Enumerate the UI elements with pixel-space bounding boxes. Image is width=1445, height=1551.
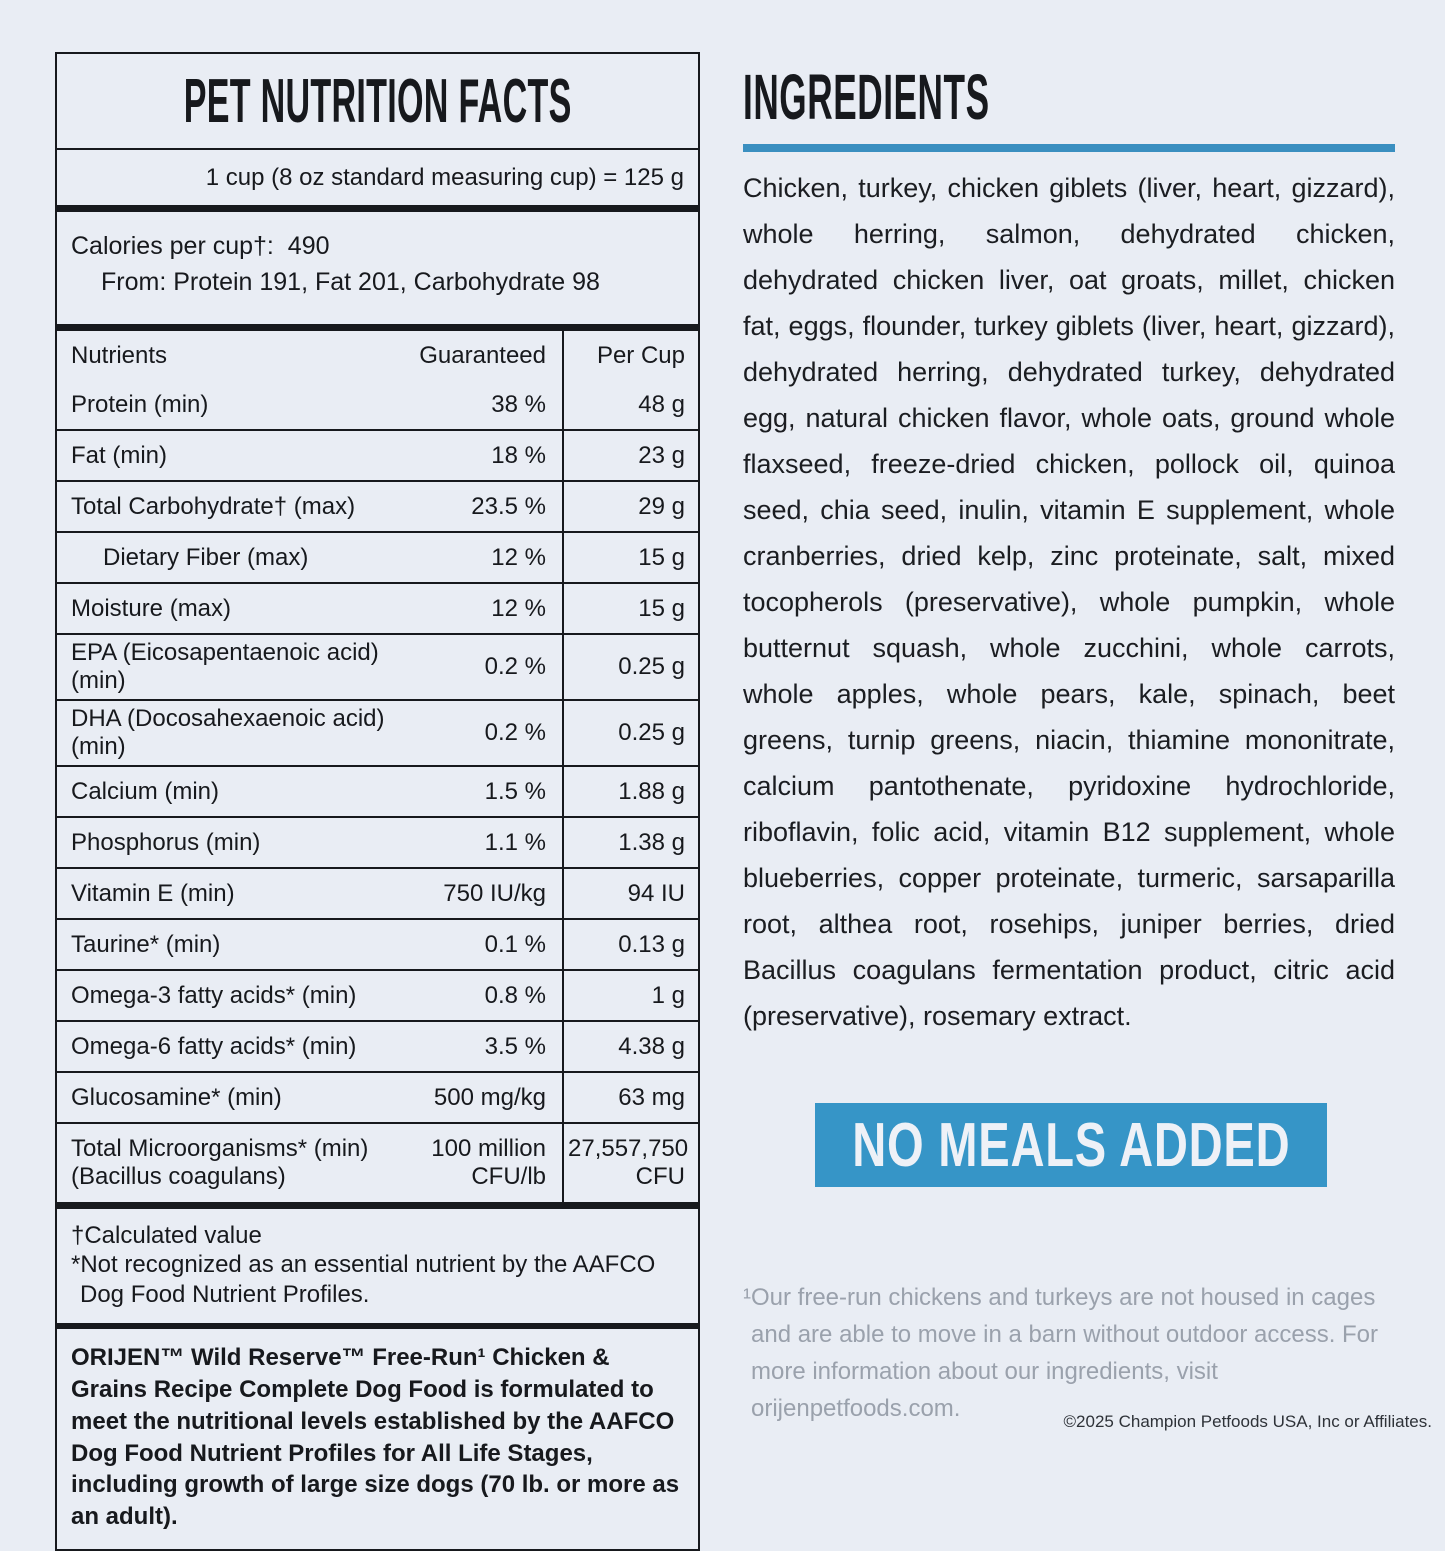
nutrient-guaranteed-value: 23.5 %	[471, 492, 546, 520]
nutrients-table: Nutrients Guaranteed Per Cup Protein (mi…	[57, 331, 698, 1209]
nutrient-per-cup-value: 15 g	[562, 533, 698, 582]
calories-line: Calories per cup†: 490	[71, 229, 684, 265]
nutrient-label: Total Microorganisms* (min) (Bacillus coa…	[57, 1131, 392, 1195]
nutrient-per-cup-value: 29 g	[562, 482, 698, 531]
nutrient-label: Glucosamine* (min)	[71, 1083, 282, 1111]
nutrient-guaranteed-value: 18 %	[491, 441, 546, 469]
calories-label: Calories per cup†:	[71, 232, 274, 260]
nutrient-guaranteed-value: 1.1 %	[484, 828, 546, 856]
nutrient-per-cup-value: 1.38 g	[562, 818, 698, 867]
header-per-cup: Per Cup	[562, 331, 698, 380]
table-row: Fat (min) 18 % 23 g	[57, 429, 698, 480]
table-row: Vitamin E (min) 750 IU/kg 94 IU	[57, 867, 698, 918]
nutrient-label: Phosphorus (min)	[71, 828, 261, 856]
header-nutrients: Nutrients	[71, 341, 168, 369]
nutrient-per-cup-value: 48 g	[562, 380, 698, 429]
nutrient-guaranteed-value: 0.2 %	[484, 719, 546, 746]
nutrient-label: DHA (Docosahexaenoic acid) (min)	[71, 705, 385, 760]
nutrient-guaranteed-value: 3.5 %	[484, 1032, 546, 1060]
table-row: Moisture (max) 12 % 15 g	[57, 582, 698, 633]
table-row: Total Carbohydrate† (max) 23.5 % 29 g	[57, 480, 698, 531]
pet-nutrition-facts-panel: PET NUTRITION FACTS 1 cup (8 oz standard…	[55, 52, 700, 1551]
nutrient-label: Protein (min)	[71, 390, 209, 418]
panel-title-section: PET NUTRITION FACTS	[57, 54, 698, 150]
nutrient-per-cup-value: 15 g	[562, 584, 698, 633]
nutrient-per-cup-value: 27,557,750 CFU	[562, 1124, 698, 1202]
nutrient-per-cup-value: 23 g	[562, 431, 698, 480]
ingredients-divider-rule	[743, 144, 1395, 152]
table-row: Phosphorus (min) 1.1 % 1.38 g	[57, 816, 698, 867]
nutrient-guaranteed-value: 0.2 %	[484, 653, 546, 680]
nutrient-label: Omega-6 fatty acids* (min)	[71, 1032, 357, 1060]
nutrient-per-cup-value: 0.25 g	[562, 635, 698, 699]
no-meals-added-label: NO MEALS ADDED	[851, 1110, 1291, 1180]
nutrient-guaranteed-value: 12 %	[491, 594, 546, 622]
nutrient-per-cup-value: 1.88 g	[562, 767, 698, 816]
nutrient-label: Dietary Fiber (max)	[103, 543, 309, 571]
table-row: Dietary Fiber (max) 12 % 15 g	[57, 531, 698, 582]
nutrient-label: Moisture (max)	[71, 594, 232, 622]
table-row: DHA (Docosahexaenoic acid) (min) 0.2 % 0…	[57, 699, 698, 765]
footnotes-section: †Calculated value *Not recognized as an …	[57, 1209, 698, 1329]
footnote-aafco-nutrient: *Not recognized as an essential nutrient…	[71, 1251, 656, 1308]
free-run-footnote: ¹Our free-run chickens and turkeys are n…	[743, 1284, 1379, 1422]
nutrient-guaranteed-value: 12 %	[491, 543, 546, 571]
table-row: Total Microorganisms* (min) (Bacillus coa…	[57, 1122, 698, 1202]
nutrient-label: Fat (min)	[71, 441, 167, 469]
copyright-line: ©2025 Champion Petfoods USA, Inc or Affi…	[1063, 1412, 1432, 1431]
table-row: EPA (Eicosapentaenoic acid) (min) 0.2 % …	[57, 633, 698, 699]
table-row: Protein (min) 38 % 48 g	[57, 380, 698, 429]
nutrients-header-row: Nutrients Guaranteed Per Cup	[57, 331, 698, 380]
table-row: Calcium (min) 1.5 % 1.88 g	[57, 765, 698, 816]
table-row: Taurine* (min) 0.1 % 0.13 g	[57, 918, 698, 969]
nutrient-per-cup-value: 0.25 g	[562, 701, 698, 765]
nutrient-per-cup-value: 1 g	[562, 971, 698, 1020]
serving-size-line: 1 cup (8 oz standard measuring cup) = 12…	[57, 150, 698, 212]
nutrient-guaranteed-value: 1.5 %	[484, 777, 546, 805]
nutrient-per-cup-value: 4.38 g	[562, 1022, 698, 1071]
nutrient-guaranteed-value: 0.1 %	[484, 930, 546, 958]
nutrient-label: Taurine* (min)	[71, 930, 221, 958]
nutrient-guaranteed-value: 500 mg/kg	[433, 1083, 546, 1111]
table-row: Glucosamine* (min) 500 mg/kg 63 mg	[57, 1071, 698, 1122]
panel-title: PET NUTRITION FACTS	[183, 66, 572, 136]
nutrient-label: Calcium (min)	[71, 777, 220, 805]
nutrient-per-cup-value: 63 mg	[562, 1073, 698, 1122]
nutrient-per-cup-value: 0.13 g	[562, 920, 698, 969]
calories-section: Calories per cup†: 490 From: Protein 191…	[57, 212, 698, 331]
no-meals-added-banner: NO MEALS ADDED	[815, 1103, 1327, 1187]
ingredients-title-wrap: INGREDIENTS	[743, 60, 1395, 134]
nutrient-guaranteed-value: 100 million CFU/lb	[431, 1135, 546, 1190]
header-guaranteed: Guaranteed	[419, 341, 546, 369]
ingredients-title: INGREDIENTS	[743, 61, 990, 133]
ingredients-section: INGREDIENTS Chicken, turkey, chicken gib…	[743, 60, 1395, 1427]
footnote-calculated: †Calculated value	[71, 1222, 262, 1249]
nutrient-guaranteed-value: 750 IU/kg	[443, 879, 546, 907]
ingredients-text: Chicken, turkey, chicken giblets (liver,…	[743, 173, 1395, 1031]
calories-value: 490	[287, 232, 330, 260]
calories-from-line: From: Protein 191, Fat 201, Carbohydrate…	[101, 267, 600, 296]
nutrient-label: EPA (Eicosapentaenoic acid) (min)	[71, 639, 379, 694]
nutrient-label: Vitamin E (min)	[71, 879, 235, 907]
nutrient-label-subline: (Bacillus coagulans)	[71, 1163, 286, 1190]
nutrient-per-cup-value: 94 IU	[562, 869, 698, 918]
table-row: Omega-3 fatty acids* (min) 0.8 % 1 g	[57, 969, 698, 1020]
table-row: Omega-6 fatty acids* (min) 3.5 % 4.38 g	[57, 1020, 698, 1071]
nutrient-guaranteed-value: 0.8 %	[484, 981, 546, 1009]
nutrient-guaranteed-value: 38 %	[491, 390, 546, 418]
aafco-statement: ORIJEN™ Wild Reserve™ Free-Run¹ Chicken …	[71, 1343, 680, 1531]
nutrient-label: Omega-3 fatty acids* (min)	[71, 981, 357, 1009]
nutrient-label: Total Carbohydrate† (max)	[71, 492, 356, 520]
